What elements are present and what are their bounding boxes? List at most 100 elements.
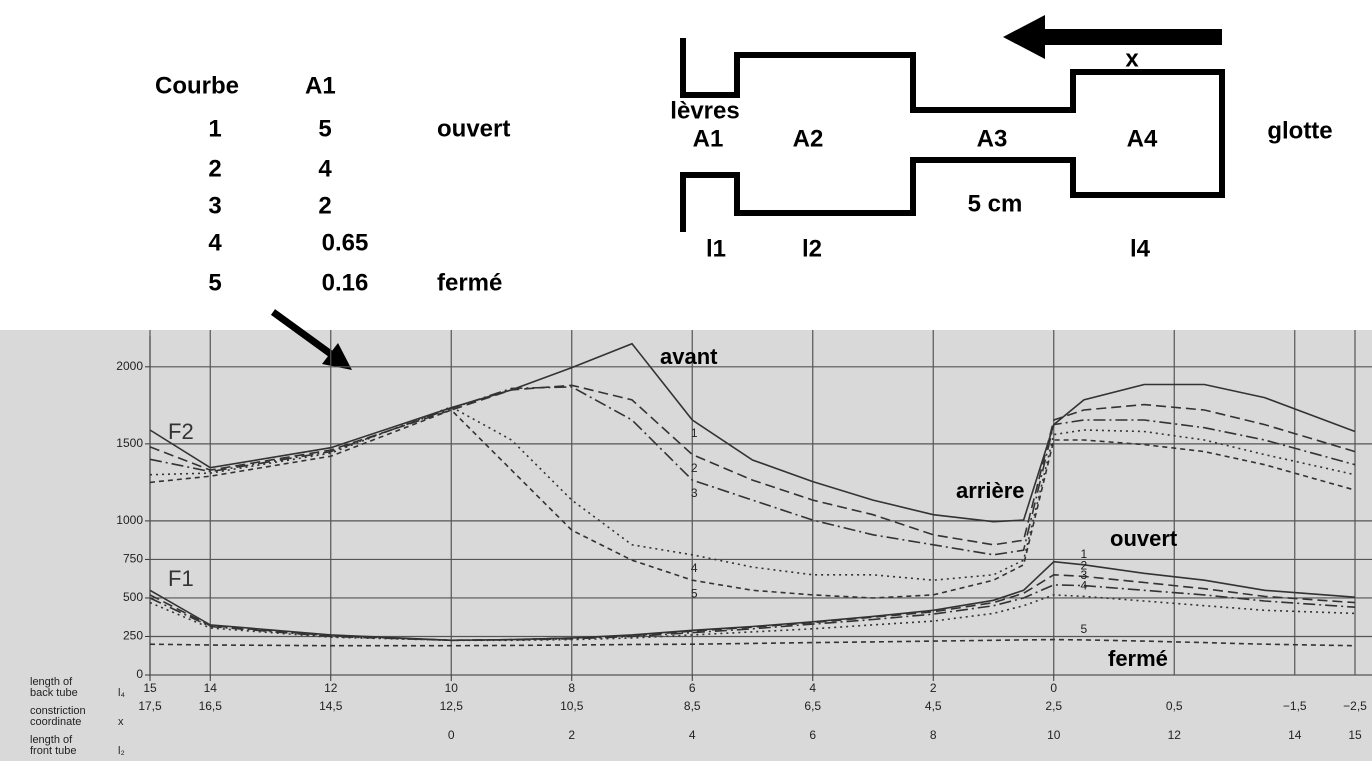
x-tick-label: 2,5	[1045, 699, 1062, 713]
chart-background	[0, 330, 1372, 761]
lips-label: lèvres	[670, 97, 739, 124]
row-label: back tube	[30, 687, 78, 699]
area-label: A1	[693, 125, 724, 152]
x-tick-label: −2,5	[1343, 699, 1367, 713]
l4-tick-label: 6	[689, 681, 696, 695]
table-header: Courbe	[155, 72, 239, 99]
l4-tick-label: 8	[568, 681, 575, 695]
x-tick-label: 14,5	[319, 699, 343, 713]
row-symbol: l₄	[118, 687, 125, 699]
l2-tick-label: 14	[1288, 728, 1302, 742]
length-label: l2	[802, 235, 822, 262]
row-symbol: x	[118, 716, 124, 728]
l2-tick-label: 15	[1348, 728, 1362, 742]
area-label: A2	[793, 125, 824, 152]
tube-outline	[680, 38, 1225, 232]
y-tick-label: 2000	[116, 359, 143, 373]
series-label: 1	[691, 426, 698, 440]
l2-tick-label: 10	[1047, 728, 1061, 742]
x-tick-label: 8,5	[684, 699, 701, 713]
row-label: length of	[30, 676, 73, 688]
area-label: A3	[977, 125, 1008, 152]
series-label: 5	[1081, 622, 1088, 636]
y-tick-label: 500	[123, 590, 143, 604]
length-label: l1	[706, 235, 726, 262]
line-series	[149, 584, 1356, 642]
table-cell: 0.16	[322, 269, 369, 296]
annotation: ouvert	[1110, 526, 1178, 551]
l2-tick-label: 4	[689, 728, 696, 742]
x-tick-label: 17,5	[138, 699, 162, 713]
table-cell: 4	[208, 229, 222, 256]
l4-tick-label: 4	[809, 681, 816, 695]
series-label: 4	[691, 561, 698, 575]
l4-tick-label: 0	[1050, 681, 1057, 695]
direction-arrowhead	[1003, 15, 1045, 59]
table-cell: 0.65	[322, 229, 369, 256]
line-series	[149, 638, 1356, 647]
table-cell: 5	[318, 115, 331, 142]
series-label: 2	[1081, 559, 1088, 573]
annotation: F1	[168, 566, 194, 591]
x-tick-label: 10,5	[560, 699, 584, 713]
table-cell: 1	[208, 115, 221, 142]
l4-tick-label: 12	[324, 681, 338, 695]
series-label: 4	[1081, 579, 1088, 593]
y-tick-label: 1000	[116, 513, 143, 527]
table-cell: 3	[208, 192, 221, 219]
table-header: A1	[305, 72, 336, 99]
direction-label: x	[1125, 45, 1139, 72]
series-label: 3	[1081, 568, 1088, 582]
row-label: front tube	[30, 745, 76, 757]
y-tick-label: 250	[123, 629, 143, 643]
series-label: 2	[691, 461, 698, 475]
annotation: arrière	[956, 478, 1025, 503]
table-cell: 5	[208, 269, 221, 296]
l2-tick-label: 2	[568, 728, 575, 742]
y-tick-label: 1500	[116, 436, 143, 450]
table-cell: fermé	[437, 269, 502, 296]
table-cell: 2	[208, 155, 221, 182]
area-label: A4	[1127, 125, 1158, 152]
y-tick-label: 0	[136, 667, 143, 681]
row-label: constriction	[30, 705, 86, 717]
l4-tick-label: 15	[143, 681, 157, 695]
length-label: l4	[1130, 235, 1151, 262]
annotation: fermé	[1108, 646, 1168, 671]
x-tick-label: 12,5	[440, 699, 464, 713]
glottis-label: glotte	[1267, 117, 1332, 144]
tube-diagram: lèvres A1 A2 A3 A4 glotte x 5 cm l1 l2 l…	[670, 15, 1333, 262]
line-series	[149, 409, 1356, 599]
table-cell: 4	[318, 155, 332, 182]
series-label: 5	[691, 586, 698, 600]
pointer-arrow	[270, 309, 338, 360]
table-cell: 2	[318, 192, 331, 219]
series-label: 3	[691, 486, 698, 500]
row-label: length of	[30, 734, 73, 746]
l2-tick-label: 6	[809, 728, 816, 742]
row-symbol: l₂	[118, 745, 125, 757]
x-tick-label: 16,5	[199, 699, 223, 713]
annotation: F2	[168, 419, 194, 444]
table-cell: ouvert	[437, 115, 510, 142]
x-tick-label: 6,5	[804, 699, 821, 713]
x-tick-label: −1,5	[1283, 699, 1307, 713]
x-tick-label: 4,5	[925, 699, 942, 713]
annotation: avant	[660, 344, 718, 369]
l2-tick-label: 0	[448, 728, 455, 742]
series-label: 1	[1081, 547, 1088, 561]
row-label: coordinate	[30, 716, 81, 728]
l4-tick-label: 10	[445, 681, 459, 695]
l4-tick-label: 14	[204, 681, 218, 695]
pointer-arrowhead	[322, 343, 352, 370]
x-tick-label: 0,5	[1166, 699, 1183, 713]
length-label: 5 cm	[968, 190, 1023, 217]
l2-tick-label: 12	[1168, 728, 1182, 742]
legend-table: Courbe A1 1 5 ouvert 2 4 3 2 4 0.65 5 0.…	[155, 72, 510, 296]
line-series	[149, 384, 1356, 546]
l2-tick-label: 8	[930, 728, 937, 742]
l4-tick-label: 2	[930, 681, 937, 695]
line-series	[149, 342, 1356, 523]
